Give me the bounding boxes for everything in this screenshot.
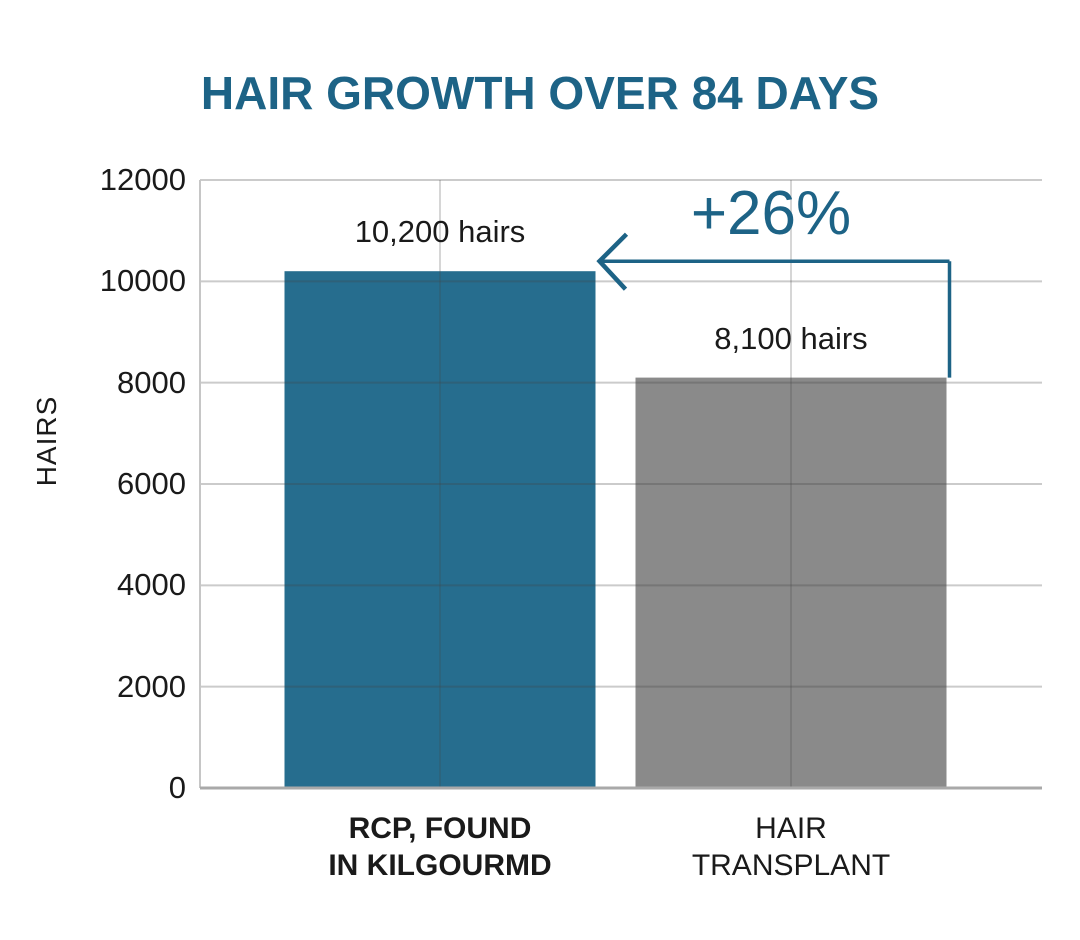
y-tick-label-8000: 8000 — [117, 364, 186, 400]
bar-hair-transplant — [635, 377, 947, 788]
chart-title: HAIR GROWTH OVER 84 DAYS — [200, 67, 880, 119]
bar-rcp-found-in-kilgourmd — [284, 271, 596, 788]
y-tick-label-4000: 4000 — [117, 567, 186, 603]
bar-value-label-rcp-found-in-kilgourmd: 10,200 hairs — [354, 214, 526, 250]
x-category-label-line: HAIR — [755, 812, 827, 845]
y-tick-label-10000: 10000 — [99, 263, 186, 299]
y-tick-label-0: 0 — [168, 770, 186, 805]
y-tick-label-2000: 2000 — [117, 668, 186, 704]
y-tick-label-6000: 6000 — [117, 466, 186, 501]
bar-value-label-hair-transplant: 8,100 hairs — [714, 320, 868, 356]
x-category-label-line: IN KILGOURMD — [328, 849, 552, 882]
y-tick-label-12000: 12000 — [99, 162, 186, 197]
x-category-label-line: TRANSPLANT — [691, 849, 891, 882]
x-category-label-hair-transplant: HAIR TRANSPLANT — [571, 810, 1011, 884]
x-category-label-line: RCP, FOUND — [348, 812, 532, 845]
increase-annotation: +26% — [690, 179, 852, 248]
increase-arrow-head — [596, 232, 629, 291]
x-category-label-rcp-found-in-kilgourmd: RCP, FOUND IN KILGOURMD — [220, 810, 660, 884]
